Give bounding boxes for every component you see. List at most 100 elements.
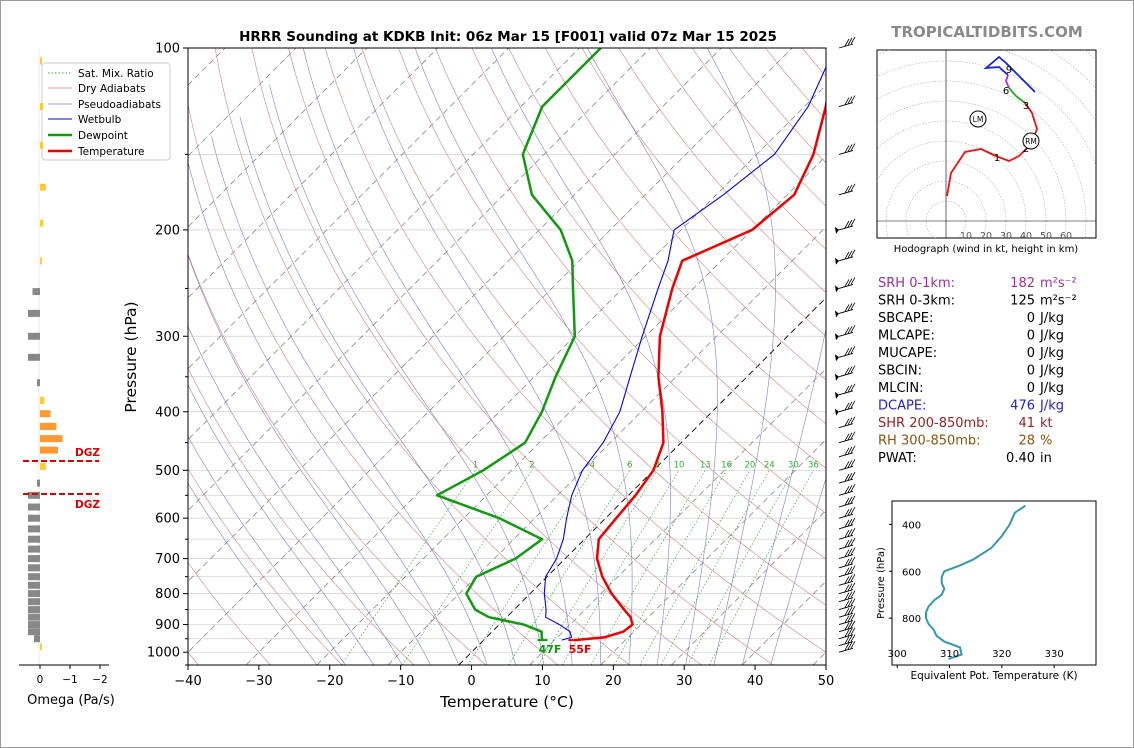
omega-bar <box>32 288 40 296</box>
hodograph-height-label: 6 <box>1003 86 1009 97</box>
barb-feather <box>850 613 856 621</box>
wind-barbs <box>835 36 856 653</box>
dry-adiabat <box>508 48 826 425</box>
legend-item: Dewpoint <box>48 130 128 142</box>
theta-x-tick-label: 320 <box>992 649 1011 660</box>
barb-feather <box>850 547 856 555</box>
y-tick-label: 100 <box>155 42 180 57</box>
mixing-ratio-label: 10 <box>674 460 685 470</box>
barb-feather <box>850 218 856 227</box>
barb-feather <box>850 325 856 333</box>
barb-flag <box>835 354 839 362</box>
omega-bar <box>40 446 58 454</box>
barb-feather <box>847 548 853 556</box>
hodograph-rings: 10 20 30 40 50 60 <box>877 50 1096 238</box>
x-tick-label: 20 <box>605 674 622 689</box>
barb-feather <box>844 642 850 651</box>
y-tick-label: 500 <box>155 464 180 479</box>
index-row: SRH 0-1km: 182 m²s⁻² <box>878 276 1077 291</box>
dry-adiabat <box>188 103 558 665</box>
barb-staff <box>838 490 854 496</box>
mixing-ratio-line <box>508 470 630 665</box>
mixing-ratio-line <box>561 470 680 665</box>
hodograph-height-label: 2 <box>1023 144 1029 155</box>
mixing-ratio-label: 2 <box>529 460 534 470</box>
omega-bar <box>40 422 57 430</box>
barb-staff <box>838 284 854 289</box>
pseudoadiabat <box>742 327 826 665</box>
omega-bar <box>28 581 40 589</box>
pseudoadiabat <box>491 48 671 665</box>
index-row: MUCAPE: 0 J/kg <box>878 346 1064 361</box>
index-row: RH 300-850mb: 28% <box>878 434 1052 449</box>
skewt-y-label: Pressure (hPa) <box>122 301 140 412</box>
skewt-gridlines: 1 2 4 6 8 10 13 16 20 24 30 36 <box>188 48 826 665</box>
barb-feather <box>850 484 856 492</box>
x-tick-label: 0 <box>467 674 475 689</box>
x-tick-label: −30 <box>245 674 272 689</box>
wind-barb <box>838 431 856 444</box>
barb-feather <box>844 539 850 548</box>
y-tick-label: 200 <box>155 223 180 238</box>
omega-bar <box>28 514 40 522</box>
barb-staff <box>838 309 854 314</box>
barb-feather <box>850 459 856 467</box>
barb-feather <box>847 326 853 334</box>
svg-text:−2: −2 <box>92 674 107 686</box>
barb-feather <box>844 519 850 528</box>
dry-adiabat <box>471 48 826 469</box>
wind-barb <box>838 484 856 496</box>
index-row: SRH 0-3km: 125 m²s⁻² <box>878 294 1077 309</box>
wind-barb <box>838 537 856 550</box>
omega-bar <box>40 183 46 191</box>
index-label: DCAPE: <box>878 399 926 414</box>
barb-feather <box>844 251 850 259</box>
barb-feather <box>844 304 850 312</box>
barb-staff <box>838 502 854 508</box>
chart-title: HRRR Sounding at KDKB Init: 06z Mar 15 [… <box>239 29 777 45</box>
barb-feather <box>844 279 850 287</box>
barb-feather <box>847 384 853 393</box>
barb-staff <box>838 572 854 578</box>
barb-feather <box>844 558 850 567</box>
barb-feather <box>844 549 850 557</box>
barb-feather <box>850 605 856 614</box>
omega-tick: −1 <box>62 665 78 686</box>
barb-feather <box>847 366 853 374</box>
indices-panel: SRH 0-1km: 182 m²s⁻² SRH 0-3km: 125 m²s⁻² SBCA… <box>878 276 1077 466</box>
omega-bar <box>28 555 40 563</box>
index-unit: J/kg <box>1039 311 1064 326</box>
barb-feather <box>850 471 856 480</box>
omega-bar <box>40 410 51 418</box>
isotherm <box>188 48 722 582</box>
hodograph-title: Hodograph (wind in kt, height in km) <box>894 244 1079 255</box>
index-value: 0 <box>1027 329 1035 344</box>
y-tick-label: 300 <box>155 330 180 345</box>
barb-staff <box>838 554 854 560</box>
barb-staff <box>838 331 854 337</box>
theta-e-line <box>925 504 1026 661</box>
legend-label: Sat. Mix. Ratio <box>78 68 154 80</box>
barb-feather <box>847 566 853 574</box>
barb-staff <box>838 225 854 231</box>
barb-feather <box>844 592 850 600</box>
barb-feather <box>850 365 856 373</box>
barb-flag <box>835 408 839 416</box>
barb-feather <box>844 622 850 630</box>
barb-staff <box>838 580 854 586</box>
index-value: 0.40 <box>1006 451 1035 466</box>
barb-feather <box>844 433 850 441</box>
barb-feather <box>850 277 856 285</box>
dry-adiabat <box>288 48 774 665</box>
pseudoadiabat <box>414 48 633 665</box>
omega-bar <box>28 606 40 614</box>
index-row: SBCAPE: 0 J/kg <box>878 311 1064 326</box>
index-label: RH 300-850mb: <box>878 434 981 449</box>
barb-feather <box>844 367 850 375</box>
barb-feather <box>850 400 856 408</box>
barb-feather <box>850 495 856 504</box>
barb-feather <box>847 184 853 193</box>
barb-feather <box>847 303 853 311</box>
omega-panel: 0 −1 −2 Omega (Pa/s) DGZ DGZ <box>19 48 115 708</box>
